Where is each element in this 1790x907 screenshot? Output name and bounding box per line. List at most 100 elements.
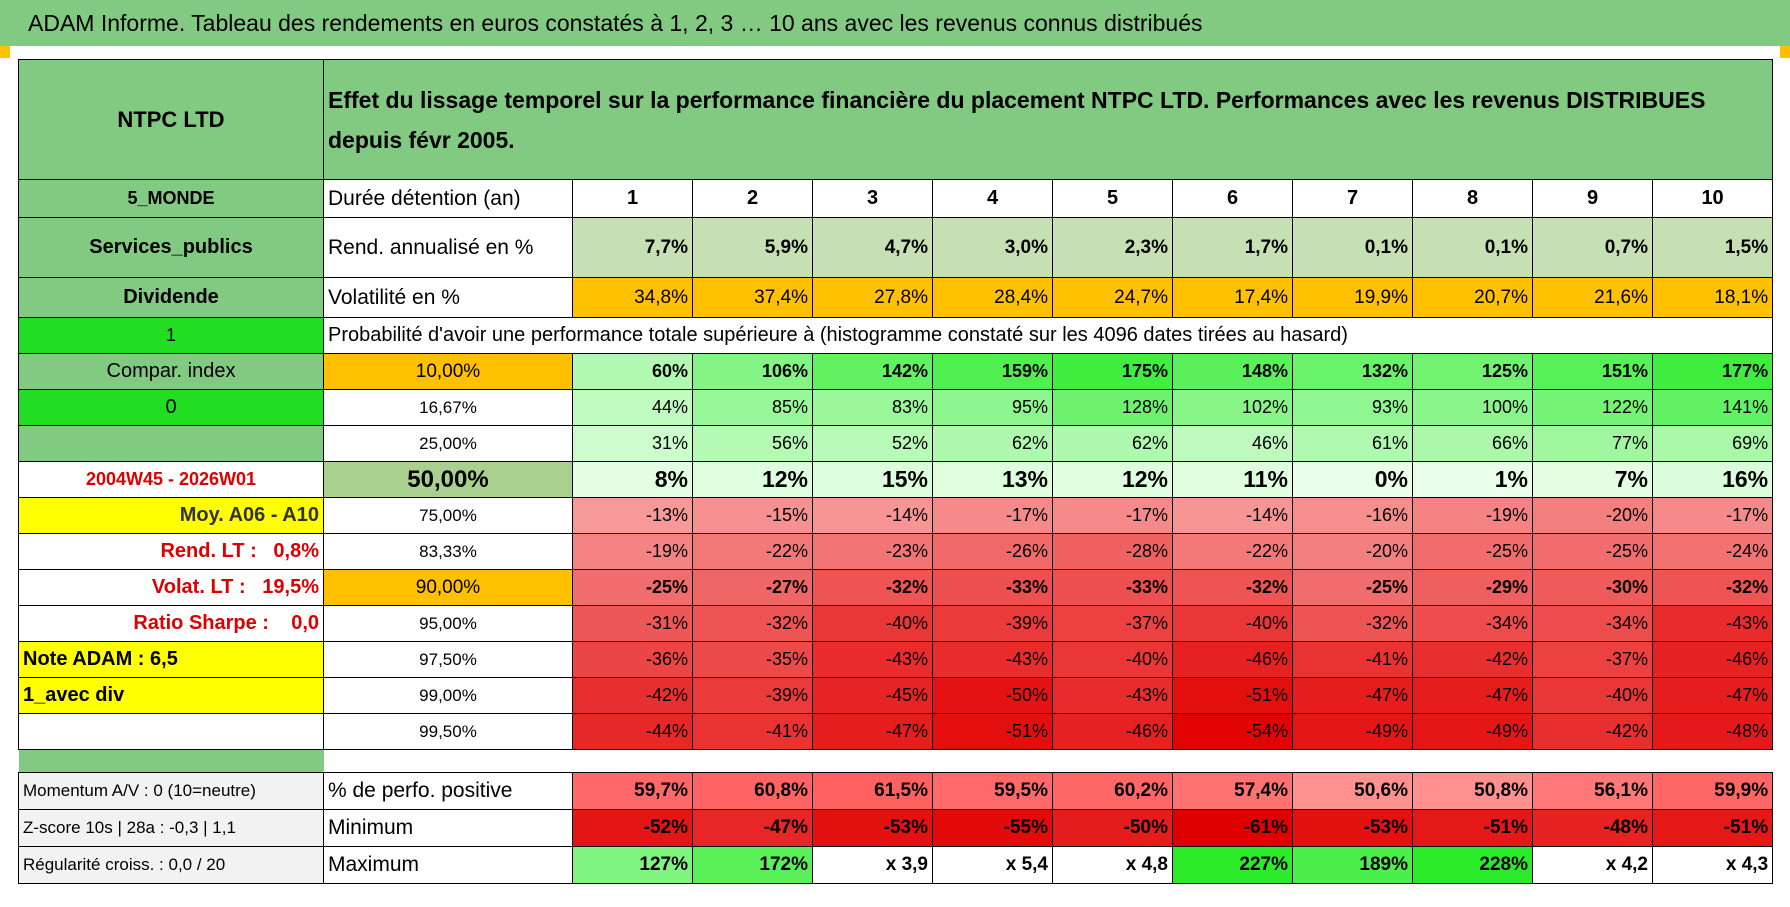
value-cell: -47% xyxy=(812,713,933,750)
table-row: Compar. index 10,00% 60% 106% 142% 159% 175% 14… xyxy=(18,353,1774,390)
value-cell: 56,1% xyxy=(1532,772,1653,810)
value-cell: -54% xyxy=(1172,713,1293,750)
value-cell: -39% xyxy=(692,677,813,714)
value-cell: -43% xyxy=(1052,677,1173,714)
side-label: 0 xyxy=(18,389,324,426)
value-cell: -43% xyxy=(932,641,1053,678)
value-cell: 2 xyxy=(692,179,813,218)
value-cell: -44% xyxy=(572,713,693,750)
value-cell: -51% xyxy=(1651,809,1774,847)
value-cell: -32% xyxy=(1292,605,1413,642)
value-cell: -20% xyxy=(1532,497,1653,534)
value-cell: 1% xyxy=(1412,461,1533,498)
row-label: Minimum xyxy=(323,809,573,847)
spacer xyxy=(18,749,324,773)
value-cell: 11% xyxy=(1172,461,1293,498)
value-cell: -53% xyxy=(812,809,933,847)
side-label xyxy=(18,713,324,750)
value-cell: 18,1% xyxy=(1651,277,1774,318)
side-label: Ratio Sharpe : 0,0 xyxy=(18,605,324,642)
row-label: 16,67% xyxy=(323,389,573,426)
row-label: 10,00% xyxy=(323,353,573,390)
value-cell: -51% xyxy=(1412,809,1533,847)
value-cell: -32% xyxy=(692,605,813,642)
value-cell: 189% xyxy=(1292,846,1413,884)
value-cell: 61% xyxy=(1292,425,1413,462)
value-cell: 46% xyxy=(1172,425,1293,462)
value-cell: 132% xyxy=(1292,353,1413,390)
value-cell: -61% xyxy=(1172,809,1293,847)
value-cell: -25% xyxy=(1532,533,1653,570)
value-cell: 12% xyxy=(1052,461,1173,498)
value-cell: -48% xyxy=(1651,713,1774,750)
value-cell: 61,5% xyxy=(812,772,933,810)
value-cell: -41% xyxy=(1292,641,1413,678)
value-cell: 8% xyxy=(572,461,693,498)
value-cell: x 4,3 xyxy=(1651,846,1774,884)
value-cell: 37,4% xyxy=(692,277,813,318)
value-cell: -27% xyxy=(692,569,813,606)
value-cell: -22% xyxy=(1172,533,1293,570)
row-label: 50,00% xyxy=(323,461,573,498)
value-cell: 1,7% xyxy=(1172,217,1293,278)
value-cell: -49% xyxy=(1412,713,1533,750)
value-cell: 20,7% xyxy=(1412,277,1533,318)
row-label: 95,00% xyxy=(323,605,573,642)
row-label: 90,00% xyxy=(323,569,573,606)
value-cell: -37% xyxy=(1532,641,1653,678)
value-cell: -33% xyxy=(932,569,1053,606)
note: Probabilité d'avoir une performance tota… xyxy=(322,317,1774,354)
value-cell: 7 xyxy=(1292,179,1413,218)
value-cell: -51% xyxy=(932,713,1053,750)
value-cell: 177% xyxy=(1651,353,1774,390)
side-label: 5_MONDE xyxy=(18,179,324,218)
row-label: Maximum xyxy=(323,846,573,884)
value-cell: -40% xyxy=(1532,677,1653,714)
value-cell: 142% xyxy=(812,353,933,390)
value-cell: -43% xyxy=(812,641,933,678)
side-label: Moy. A06 - A10 xyxy=(18,497,324,534)
value-cell: -13% xyxy=(572,497,693,534)
side-label: Dividende xyxy=(18,277,324,318)
row-label: 99,50% xyxy=(323,713,573,750)
table-row: Dividende Volatilité en % 34,8% 37,4% 27,8% 2… xyxy=(18,277,1774,318)
side-label: Compar. index xyxy=(18,353,324,390)
value-cell: 5 xyxy=(1052,179,1173,218)
value-cell: -23% xyxy=(812,533,933,570)
title-bar: ADAM Informe. Tableau des rendements en … xyxy=(0,0,1790,46)
value-cell: 9 xyxy=(1532,179,1653,218)
value-cell: 62% xyxy=(932,425,1053,462)
value-cell: -28% xyxy=(1052,533,1173,570)
value-cell: 59,5% xyxy=(932,772,1053,810)
row-label: Rend. annualisé en % xyxy=(323,217,573,278)
table-row: Momentum A/V : 0 (10=neutre)% de perfo. … xyxy=(18,772,1774,810)
value-cell: 6 xyxy=(1172,179,1293,218)
value-cell: 148% xyxy=(1172,353,1293,390)
value-cell: -39% xyxy=(932,605,1053,642)
value-cell: 28,4% xyxy=(932,277,1053,318)
value-cell: 57,4% xyxy=(1172,772,1293,810)
value-cell: -40% xyxy=(1172,605,1293,642)
row-label: Volatilité en % xyxy=(323,277,573,318)
value-cell: 31% xyxy=(572,425,693,462)
side-label: 2004W45 - 2026W01 xyxy=(18,461,324,498)
value-cell: 60,2% xyxy=(1052,772,1173,810)
side-label: Note ADAM : 6,5 xyxy=(18,641,324,678)
row-label: 25,00% xyxy=(323,425,573,462)
side-label: Z-score 10s | 28a : -0,3 | 1,1 xyxy=(18,809,324,847)
table-row: 5_MONDE Durée détention (an) 1 2 3 4 5 6 7 8 9 10 xyxy=(18,179,1774,218)
value-cell: 27,8% xyxy=(812,277,933,318)
value-cell: 12% xyxy=(692,461,813,498)
value-cell: x 3,9 xyxy=(812,846,933,884)
value-cell: 102% xyxy=(1172,389,1293,426)
side-label: 1 xyxy=(18,317,324,354)
value-cell: -22% xyxy=(692,533,813,570)
value-cell: 13% xyxy=(932,461,1053,498)
value-cell: 227% xyxy=(1172,846,1293,884)
asset-name: NTPC LTD xyxy=(18,59,324,180)
value-cell: -15% xyxy=(692,497,813,534)
value-cell: 21,6% xyxy=(1532,277,1653,318)
value-cell: 62% xyxy=(1052,425,1173,462)
value-cell: -30% xyxy=(1532,569,1653,606)
value-cell: 141% xyxy=(1651,389,1774,426)
